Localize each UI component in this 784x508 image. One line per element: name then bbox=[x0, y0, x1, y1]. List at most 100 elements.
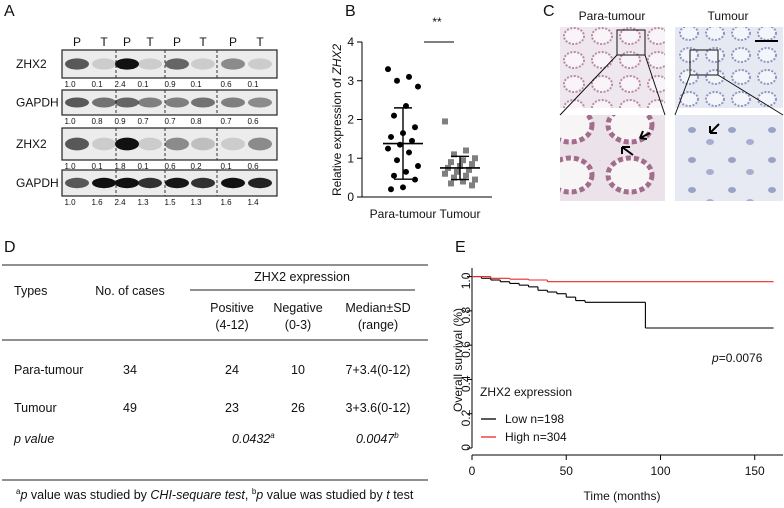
annotation: ** bbox=[432, 15, 442, 29]
point bbox=[442, 118, 448, 125]
band-density: 0.6 bbox=[247, 117, 259, 126]
zoom-line bbox=[644, 54, 666, 116]
band bbox=[221, 177, 245, 189]
band bbox=[138, 58, 162, 70]
band-density: 1.0 bbox=[64, 80, 76, 89]
band-density: 0.6 bbox=[220, 80, 232, 89]
band-density: 1.0 bbox=[64, 198, 76, 207]
band bbox=[191, 177, 215, 189]
band-density: 0.1 bbox=[190, 80, 202, 89]
footnote-part: a bbox=[16, 487, 21, 496]
y-label-part: Relative expression of bbox=[330, 75, 344, 196]
lane-label: P bbox=[123, 35, 131, 49]
table-cell: 34 bbox=[123, 363, 137, 377]
band-density: 1.6 bbox=[91, 198, 103, 207]
footnote-part: CHI-sequare test bbox=[150, 488, 245, 502]
panel-letter: B bbox=[345, 3, 356, 20]
band bbox=[191, 58, 215, 70]
point bbox=[391, 112, 397, 119]
point bbox=[391, 172, 397, 179]
point bbox=[463, 172, 469, 179]
footnote-part: p bbox=[255, 488, 263, 502]
sup: a bbox=[270, 431, 275, 440]
point bbox=[454, 168, 460, 175]
table-cell: 0.0047b bbox=[356, 431, 399, 446]
y-tick-label: 0 bbox=[347, 190, 354, 204]
table-cell: p value bbox=[13, 432, 54, 446]
footnote-part: test bbox=[390, 488, 414, 502]
row-label: ZHX2 bbox=[16, 137, 47, 151]
x-tick-label: Para-tumour bbox=[370, 207, 437, 221]
point bbox=[385, 145, 391, 152]
p: 0.0432 bbox=[232, 432, 270, 446]
band bbox=[65, 97, 89, 108]
point bbox=[472, 176, 478, 183]
band-density: 0.8 bbox=[190, 117, 202, 126]
lane-label: T bbox=[256, 35, 264, 49]
point bbox=[388, 186, 394, 193]
band bbox=[221, 137, 245, 151]
y-tick-label: 2 bbox=[347, 113, 354, 127]
band-density: 0.1 bbox=[137, 162, 149, 171]
point bbox=[451, 151, 457, 158]
band bbox=[165, 97, 189, 108]
band bbox=[115, 137, 139, 151]
zoom-line bbox=[674, 74, 691, 116]
band bbox=[248, 177, 272, 189]
row-label: ZHX2 bbox=[16, 57, 47, 71]
zoom-box bbox=[689, 49, 719, 76]
band-density: 1.6 bbox=[220, 198, 232, 207]
table-cell: 3+3.6(0-12) bbox=[346, 401, 411, 415]
point bbox=[403, 168, 409, 175]
band bbox=[165, 58, 189, 70]
arrow bbox=[709, 123, 720, 134]
band bbox=[138, 97, 162, 108]
zoom-line bbox=[717, 74, 784, 116]
x-tick-label: 0 bbox=[469, 464, 476, 478]
row-label: GAPDH bbox=[16, 176, 59, 190]
legend-label: High n=304 bbox=[505, 430, 567, 444]
blot bbox=[61, 127, 278, 161]
lane-label: P bbox=[73, 35, 81, 49]
table-cell: 23 bbox=[225, 401, 239, 415]
point bbox=[448, 180, 454, 187]
point bbox=[415, 83, 421, 90]
y-tick-label: 0.4 bbox=[459, 375, 473, 392]
image-label: Para-tumour bbox=[579, 9, 646, 23]
table-cell: 0.0432a bbox=[232, 431, 275, 446]
y-tick-label: 0.6 bbox=[459, 341, 473, 358]
band-density: 0.1 bbox=[91, 80, 103, 89]
row-label: GAPDH bbox=[16, 96, 59, 110]
x-axis-label: Time (months) bbox=[584, 489, 661, 503]
point bbox=[388, 133, 394, 140]
table-cell: 24 bbox=[225, 363, 239, 377]
lane-label: T bbox=[100, 35, 108, 49]
band bbox=[65, 137, 89, 151]
band bbox=[65, 177, 89, 189]
histology bbox=[559, 27, 784, 201]
point bbox=[442, 170, 448, 177]
band-density: 0.1 bbox=[247, 80, 259, 89]
table-cell: 10 bbox=[291, 363, 305, 377]
panel-letter: E bbox=[455, 239, 466, 256]
table-cell: 7+3.4(0-12) bbox=[346, 363, 411, 377]
band bbox=[191, 97, 215, 108]
band bbox=[248, 58, 272, 70]
legend-title: ZHX2 expression bbox=[480, 385, 572, 399]
band bbox=[92, 97, 116, 108]
point bbox=[469, 161, 475, 168]
x-tick-label: 100 bbox=[650, 464, 670, 478]
y-tick-label: 1.0 bbox=[459, 272, 473, 289]
panel-letter: A bbox=[4, 3, 15, 20]
y-tick-label: 3 bbox=[347, 74, 354, 88]
band bbox=[221, 58, 245, 70]
band-density: 1.3 bbox=[137, 198, 149, 207]
band-density: 1.0 bbox=[64, 117, 76, 126]
x-tick-label: 150 bbox=[745, 464, 765, 478]
point bbox=[397, 141, 403, 148]
footnote-part: b bbox=[252, 487, 257, 496]
y-tick-label: 0 bbox=[459, 444, 473, 451]
y-axis-label: Overall survival (%) bbox=[451, 308, 465, 412]
band-density: 0.7 bbox=[137, 117, 149, 126]
